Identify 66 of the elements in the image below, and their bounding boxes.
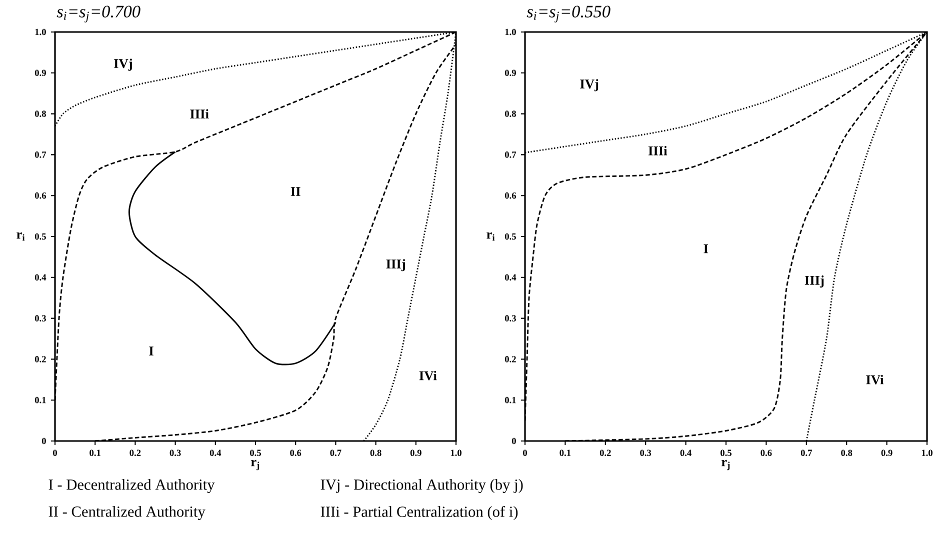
x-tick-label: 0.6 [290,450,302,456]
annotation: I [704,244,708,254]
x-axis-title: r$_{j}$ [251,460,260,470]
x-tick-label: 0 [523,450,527,456]
x-tick-label: 0.3 [640,450,652,456]
x-tick-label: 0.3 [170,450,181,456]
y-tick-label: 0.7 [34,152,46,158]
x-tick-label: 0.5 [250,450,261,456]
x-tick-label: 0.9 [881,450,892,456]
y-tick-label: 1.0 [505,28,516,36]
text: IVj - Directional Authority (by j) [320,479,523,493]
x-tick-label: 0.6 [760,450,772,456]
chart-title: s$_{i}$=s$_{j}$=0.550 [526,6,610,22]
y-tick-label: 0.4 [504,274,516,281]
text: I - Decentralized Authority [48,479,215,493]
y-tick-label: 0.4 [34,274,46,281]
y-tick-label: 0.1 [34,396,46,404]
y-tick-label: 0.2 [34,356,46,362]
x-tick-label: 0.4 [680,450,692,456]
y-tick-label: 0 [42,438,46,444]
x-tick-label: 0.7 [330,450,342,456]
y-tick-label: 0.5 [34,233,46,240]
x-tick-label: 0.8 [370,450,382,456]
y-axis-title: r$_{i}$ [16,232,25,241]
annotation: IVj [580,79,598,92]
x-tick-label: 0.1 [560,450,571,456]
x-tick-label: 0.5 [720,450,732,456]
y-tick-label: 0.2 [504,356,516,362]
y-tick-label: 0.7 [504,152,516,158]
y-tick-label: 0.9 [34,70,46,76]
annotation: IVi [419,370,437,380]
y-tick-label: 0.3 [504,315,516,322]
x-tick-label: 0.4 [210,450,222,456]
y-tick-label: 0.6 [504,192,516,199]
x-tick-label: 1.0 [922,450,932,456]
y-tick-label: 0 [512,438,516,444]
y-tick-label: 0.8 [34,110,46,117]
y-tick-label: 0.6 [34,192,46,199]
x-tick-label: 0.8 [841,450,852,456]
line-series [128,151,336,366]
text: II - Centralized Authority [48,506,206,520]
annotation: IVi [866,374,884,384]
x-tick-label: 0.2 [600,450,611,456]
text: IIIi - Partial Centralization (of i) [320,506,518,520]
x-tick-label: 1.0 [450,450,462,456]
chart-title: s$_{i}$=s$_{j}$=0.700 [56,6,140,22]
annotation: IIIi [648,146,668,156]
y-axis-title: r$_{i}$ [486,232,495,241]
y-tick-label: 0.9 [504,70,516,76]
annotation: I [149,346,154,356]
x-tick-label: 0 [53,450,57,456]
x-tick-label: 0.1 [90,450,100,456]
y-tick-label: 0.3 [34,315,46,322]
y-tick-label: 0.8 [504,110,516,117]
x-tick-label: 0.2 [130,450,141,456]
annotation: IIIj [804,275,824,288]
y-tick-label: 0.5 [504,233,516,240]
annotation: IIIj [386,259,406,272]
y-tick-label: 1.0 [35,28,46,36]
x-tick-label: 0.9 [410,450,422,456]
annotation: II [290,187,300,196]
annotation: IIIi [190,109,209,118]
annotation: IVj [114,58,132,71]
x-axis-title: r$_{j}$ [722,460,730,470]
x-tick-label: 0.7 [800,450,812,456]
y-tick-label: 0.1 [504,396,516,404]
